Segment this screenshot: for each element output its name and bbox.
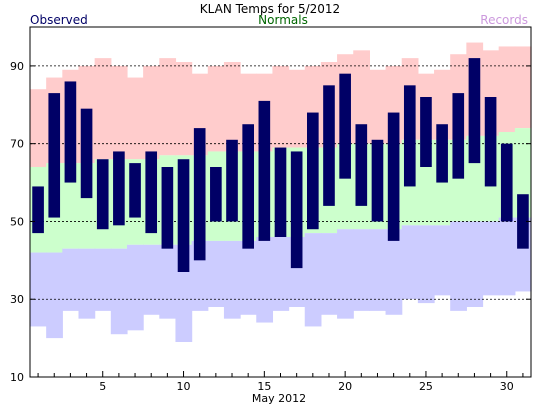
record-low-band [417,225,435,304]
observed-bar [403,85,416,187]
record-high-band [223,62,241,152]
observed-bar [80,108,93,199]
record-low-band [337,229,354,319]
record-high-band [288,69,306,148]
observed-bar [468,58,481,164]
x-axis-label: May 2012 [252,392,306,405]
normal-band [62,163,80,249]
legend-records: Records [480,13,528,27]
x-tick-label: 30 [500,380,514,393]
observed-bar [274,147,287,237]
x-tick-label: 5 [99,380,106,393]
record-low-band [159,244,177,319]
y-tick-label: 90 [10,60,24,73]
record-low-band [143,244,160,315]
record-low-band [401,225,419,300]
observed-bar [129,163,141,218]
observed-bar [517,194,529,249]
record-high-band [175,62,193,156]
record-low-band [272,237,290,311]
observed-bar [226,139,238,222]
observed-bar [484,97,497,187]
record-high-band [110,65,128,160]
record-high-band [353,50,370,144]
observed-bar [242,124,254,249]
observed-bar [420,97,432,167]
observed-bar [145,151,158,234]
legend-normals: Normals [258,13,308,27]
observed-bar [258,100,271,241]
observed-bar [290,151,303,269]
record-high-band [94,58,112,160]
record-low-band [207,240,225,307]
record-low-band [434,225,451,296]
record-low-band [466,221,484,307]
observed-bar [32,186,44,234]
observed-bar [210,167,222,222]
record-high-band [369,69,387,144]
y-tick-label: 10 [10,371,24,384]
observed-bar [48,93,61,218]
record-low-band [78,248,96,319]
y-tick-label: 30 [10,293,24,306]
observed-bar [339,73,351,179]
record-low-band [256,237,274,323]
x-tick-label: 15 [257,380,271,393]
record-low-band [498,217,516,296]
record-low-band [126,244,144,331]
record-high-band [30,89,47,167]
observed-bar [387,112,400,241]
record-low-band [450,221,467,311]
record-high-band [514,46,532,129]
record-low-band [353,229,370,311]
record-high-band [143,65,160,160]
record-high-band [159,58,177,156]
observed-bar [64,81,77,183]
observed-bar [177,159,190,272]
record-low-band [320,233,338,315]
observed-bar [113,151,125,226]
observed-bar [452,93,465,179]
observed-bar [323,85,335,206]
record-low-band [369,229,387,311]
observed-bar [371,139,384,222]
observed-bar [193,128,206,261]
x-tick-label: 20 [338,380,352,393]
record-low-band [62,248,80,311]
record-high-band [207,65,225,152]
observed-bar [307,112,319,230]
record-low-band [482,221,500,296]
observed-bar [436,124,448,183]
record-low-band [223,240,241,319]
y-tick-label: 50 [10,215,24,228]
record-low-band [385,229,403,315]
y-tick-label: 70 [10,138,24,151]
observed-bar [96,159,109,230]
record-low-band [304,233,322,327]
record-low-band [30,252,47,327]
observed-bar [500,143,513,222]
observed-bar [161,167,174,249]
record-low-band [240,240,257,315]
record-high-band [434,69,451,140]
x-tick-label: 10 [177,380,191,393]
legend-observed: Observed [30,13,88,27]
observed-bar [355,124,368,206]
record-high-band [498,46,516,132]
record-high-band [126,77,144,160]
plot-area: 10 30 50 70 90 5 10 15 20 25 30 [10,26,532,393]
chart-title: KLAN Temps for 5/2012 [200,2,340,16]
x-tick-label: 25 [419,380,433,393]
record-low-band [94,248,112,311]
record-low-band [46,252,63,339]
record-high-band [272,65,290,148]
record-low-band [110,248,128,335]
